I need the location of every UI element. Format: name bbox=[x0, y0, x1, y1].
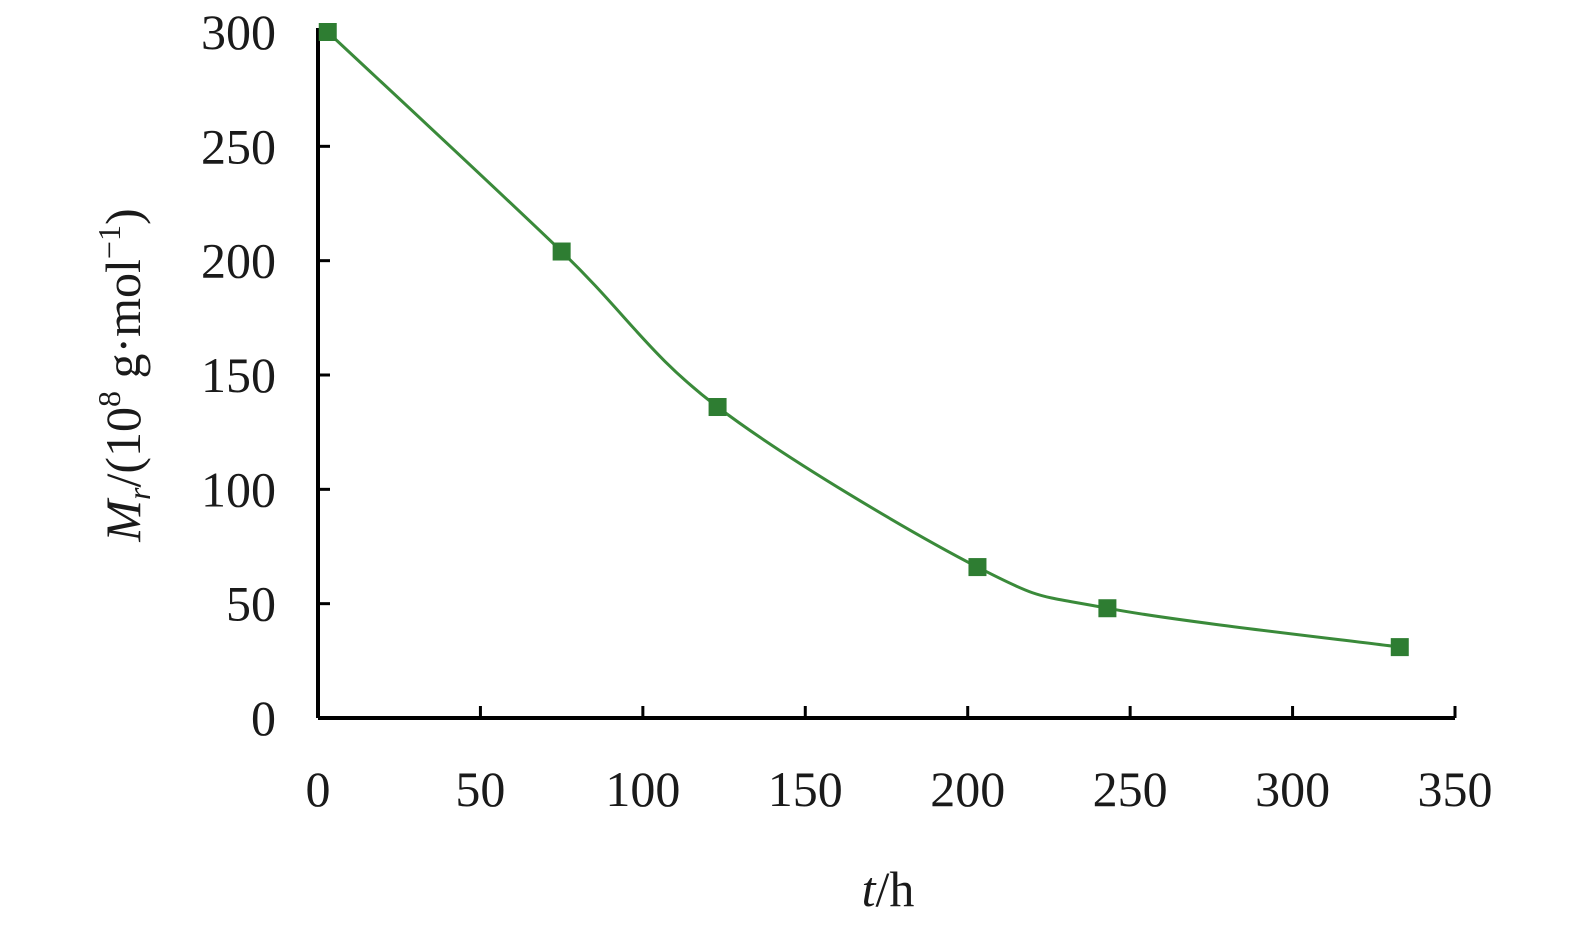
x-axis-label: t/h bbox=[862, 861, 915, 917]
y-label-sup: 8 bbox=[91, 391, 127, 407]
y-label-unit-pre: /(10 bbox=[95, 407, 151, 488]
y-tick-label: 0 bbox=[251, 690, 276, 746]
y-tick-label: 50 bbox=[226, 576, 276, 632]
data-point-marker bbox=[1390, 638, 1409, 657]
x-tick-label: 100 bbox=[605, 761, 680, 817]
y-axis-label: Mr/(108 g·mol−1) bbox=[91, 208, 157, 542]
series-layer bbox=[318, 23, 1409, 657]
y-label-unit-post: ) bbox=[95, 208, 151, 225]
x-tick-label: 0 bbox=[306, 761, 331, 817]
x-tick-label: 300 bbox=[1255, 761, 1330, 817]
y-tick-label: 200 bbox=[201, 233, 276, 289]
y-label-var: M bbox=[95, 498, 151, 543]
data-point-marker bbox=[968, 558, 987, 577]
data-point-marker bbox=[708, 398, 727, 417]
data-point-marker bbox=[552, 242, 571, 261]
x-tick-label: 350 bbox=[1418, 761, 1493, 817]
y-label-sub: r bbox=[121, 487, 157, 500]
y-tick-label: 300 bbox=[201, 4, 276, 60]
data-point-marker bbox=[318, 23, 337, 41]
y-tick-label: 250 bbox=[201, 118, 276, 174]
x-tick-label: 150 bbox=[768, 761, 843, 817]
y-tick-label: 150 bbox=[201, 347, 276, 403]
x-label-unit: /h bbox=[876, 861, 915, 917]
x-label-var: t bbox=[862, 861, 877, 917]
ticks: 0 50 100 150 200 250 300 0 50 100 150 200 250 300 350 bbox=[201, 4, 1493, 817]
y-label-unit-mid: g·mol bbox=[95, 259, 151, 391]
data-point-marker bbox=[1098, 599, 1117, 618]
axes bbox=[316, 28, 1455, 720]
x-tick-label: 250 bbox=[1093, 761, 1168, 817]
x-tick-label: 200 bbox=[930, 761, 1005, 817]
x-tick-label: 50 bbox=[455, 761, 505, 817]
y-label-sup2: −1 bbox=[91, 225, 127, 259]
series-line bbox=[326, 30, 1400, 649]
y-tick-label: 100 bbox=[201, 461, 276, 517]
